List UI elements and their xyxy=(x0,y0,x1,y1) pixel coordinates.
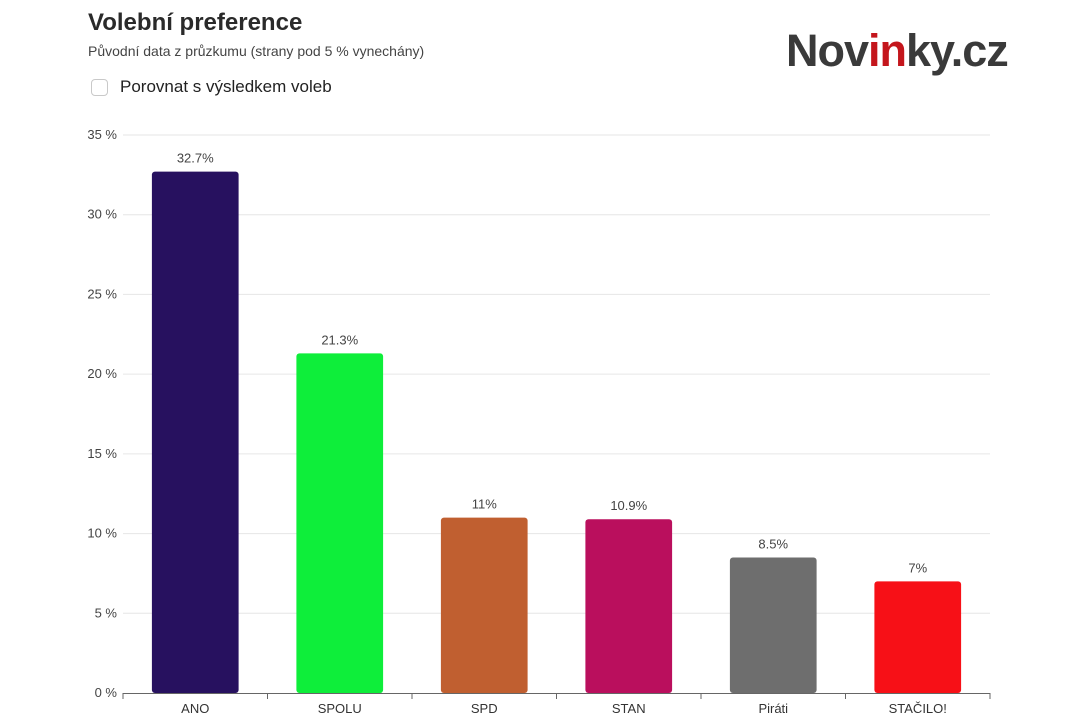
y-tick-label: 25 % xyxy=(87,286,117,301)
logo-text-main: Nov xyxy=(786,25,869,76)
bar xyxy=(729,557,817,693)
x-category-label: Piráti xyxy=(758,701,788,716)
logo-text-accent: in xyxy=(868,25,907,76)
bar xyxy=(151,171,239,693)
bar-value-label: 21.3% xyxy=(321,332,358,347)
y-tick-label: 30 % xyxy=(87,207,117,222)
x-category-label: ANO xyxy=(181,701,209,716)
logo-text-end: ky.cz xyxy=(906,25,1009,76)
y-tick-label: 20 % xyxy=(87,366,117,381)
chart-title: Volební preference xyxy=(88,9,303,36)
compare-label: Porovnat s výsledkem voleb xyxy=(120,77,332,96)
bar-value-label: 10.9% xyxy=(610,498,647,513)
y-tick-label: 0 % xyxy=(95,685,118,700)
compare-toggle[interactable]: Porovnat s výsledkem voleb xyxy=(91,77,332,97)
x-category-label: SPD xyxy=(471,701,498,716)
bar-value-label: 7% xyxy=(908,560,927,575)
bar xyxy=(585,519,673,693)
bar-value-label: 32.7% xyxy=(177,151,214,166)
x-category-label: STAN xyxy=(612,701,646,716)
bar-value-label: 8.5% xyxy=(758,536,788,551)
bar xyxy=(874,581,962,693)
y-tick-label: 5 % xyxy=(95,605,118,620)
bar xyxy=(440,517,528,693)
y-tick-label: 35 % xyxy=(87,127,117,142)
compare-checkbox[interactable] xyxy=(91,78,108,96)
y-tick-label: 15 % xyxy=(87,446,117,461)
bar-value-label: 11% xyxy=(472,497,497,512)
bar xyxy=(296,353,384,693)
chart-subtitle: Původní data z průzkumu (strany pod 5 % … xyxy=(88,43,425,59)
y-tick-label: 10 % xyxy=(87,526,117,541)
novinky-logo: Novinky.cz xyxy=(786,25,1009,76)
x-category-label: STAČILO! xyxy=(889,701,947,716)
x-category-label: SPOLU xyxy=(318,701,362,716)
